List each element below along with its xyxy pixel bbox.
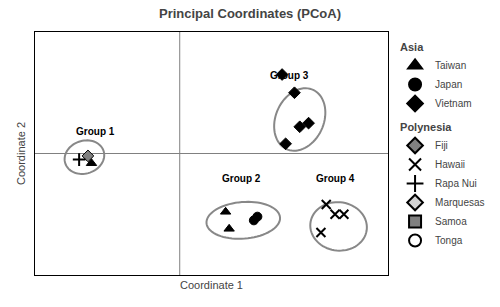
svg-text:Tonga: Tonga	[435, 235, 463, 246]
svg-text:Fiji: Fiji	[435, 140, 448, 151]
svg-text:Taiwan: Taiwan	[435, 60, 466, 71]
svg-text:Vietnam: Vietnam	[435, 98, 472, 109]
svg-text:Group 3: Group 3	[270, 70, 309, 81]
svg-text:Marquesas: Marquesas	[435, 197, 484, 208]
svg-text:Japan: Japan	[435, 79, 462, 90]
svg-text:Principal Coordinates (PCoA): Principal Coordinates (PCoA)	[159, 6, 341, 21]
svg-text:Samoa: Samoa	[435, 216, 467, 227]
svg-text:Asia: Asia	[400, 41, 424, 53]
svg-text:Polynesia: Polynesia	[400, 121, 452, 133]
svg-text:Coordinate 2: Coordinate 2	[15, 122, 27, 185]
svg-text:Group 4: Group 4	[316, 173, 355, 184]
svg-text:Coordinate 1: Coordinate 1	[180, 279, 243, 291]
svg-text:Group 2: Group 2	[222, 173, 261, 184]
svg-text:Hawaii: Hawaii	[435, 159, 465, 170]
svg-text:Group 1: Group 1	[76, 126, 115, 137]
svg-text:Rapa Nui: Rapa Nui	[435, 178, 477, 189]
